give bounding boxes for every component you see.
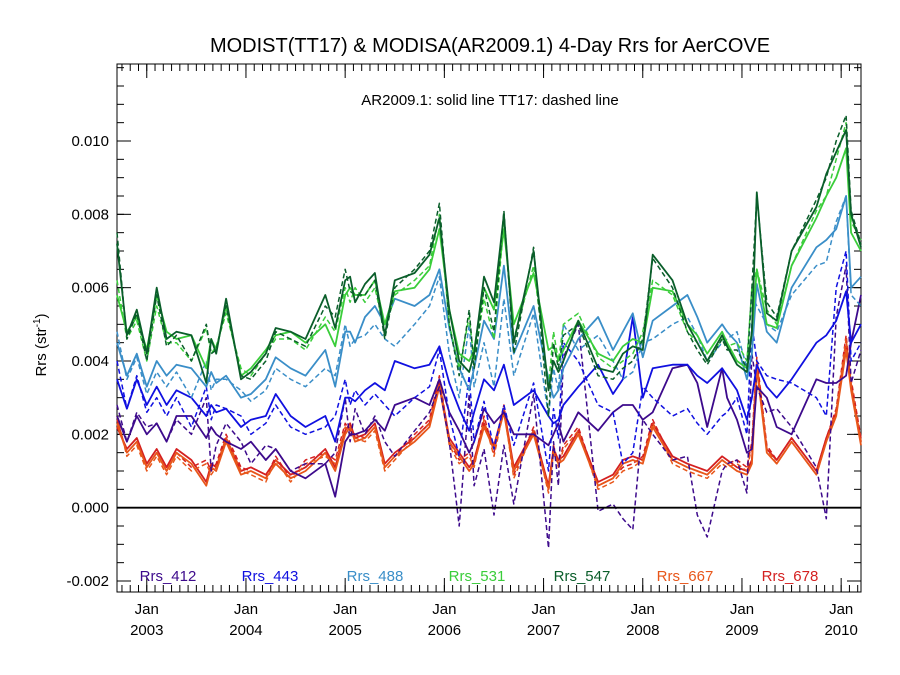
x-tick-label-month: Jan <box>631 601 655 618</box>
y-tick-label: 0.006 <box>71 280 109 297</box>
series-rrs-443-solid-line <box>116 290 862 443</box>
series-rrs-488-solid-line <box>116 195 862 399</box>
x-tick-label-month: Jan <box>730 601 754 618</box>
y-tick-label: 0.004 <box>71 353 109 370</box>
legend-rrs-547: Rrs_547 <box>554 568 611 585</box>
series-rrs-667-dashed-line <box>116 338 862 494</box>
x-tick-label-month: Jan <box>432 601 456 618</box>
x-tick-label-month: Jan <box>829 601 853 618</box>
x-tick-label-year: 2008 <box>626 622 659 639</box>
series-rrs-678-dashed-line <box>116 334 862 491</box>
y-tick-label: -0.002 <box>66 573 109 590</box>
x-tick-label-year: 2003 <box>130 622 163 639</box>
y-axis-label-close: ) <box>33 313 50 318</box>
x-tick-label-month: Jan <box>333 601 357 618</box>
y-axis-label: Rrs (str-1) <box>32 313 50 376</box>
plot-frame <box>116 63 862 593</box>
x-tick-label-month: Jan <box>531 601 555 618</box>
x-tick-label-year: 2007 <box>527 622 560 639</box>
series-rrs-547-solid-line <box>116 129 862 392</box>
y-axis-label-exponent: -1 <box>32 318 43 327</box>
series-rrs-412-dashed-line <box>116 264 862 549</box>
x-tick-label-month: Jan <box>135 601 159 618</box>
x-tick-label-month: Jan <box>234 601 258 618</box>
series-rrs-667-solid-line <box>116 349 862 491</box>
x-tick-label-year: 2004 <box>229 622 262 639</box>
series-rrs-531-dashed-line <box>116 121 862 388</box>
plot-area: -0.002 0.000 0.002 0.004 0.006 0.008 0.010 Jan 2… <box>66 63 862 639</box>
y-axis-label-text: Rrs (str <box>33 327 50 376</box>
legend-rrs-443: Rrs_443 <box>242 568 299 585</box>
y-tick-label: 0.008 <box>71 206 109 223</box>
legend-rrs-667: Rrs_667 <box>657 568 714 585</box>
legend-rrs-412: Rrs_412 <box>140 568 197 585</box>
x-tick-label-year: 2006 <box>428 622 461 639</box>
y-tick-label: 0.002 <box>71 426 109 443</box>
x-tick-label-year: 2010 <box>824 622 857 639</box>
x-tick-label-year: 2005 <box>328 622 361 639</box>
x-tick-label-year: 2009 <box>725 622 758 639</box>
legend-rrs-678: Rrs_678 <box>762 568 819 585</box>
y-tick-label: 0.000 <box>71 500 109 517</box>
chart-title: MODIST(TT17) & MODISA(AR2009.1) 4-Day Rr… <box>210 35 770 57</box>
series-rrs-443-dashed-line <box>116 250 862 472</box>
series-rrs-412-solid-line <box>116 294 862 498</box>
legend-rrs-531: Rrs_531 <box>449 568 506 585</box>
legend-rrs-488: Rrs_488 <box>347 568 404 585</box>
y-tick-label: 0.010 <box>71 133 109 150</box>
line-style-annotation: AR2009.1: solid line TT17: dashed line <box>361 92 618 109</box>
